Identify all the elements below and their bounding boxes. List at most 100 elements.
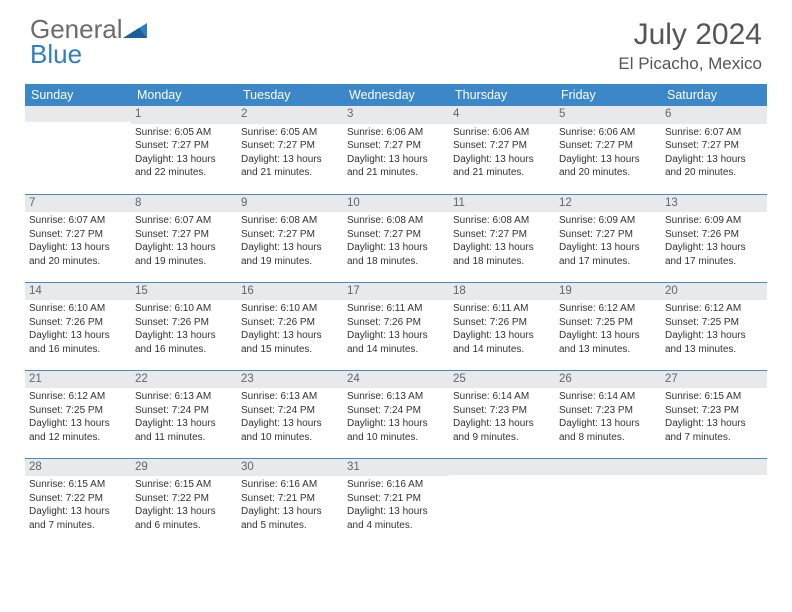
calendar-day-cell xyxy=(555,458,661,546)
day-info-line: and 12 minutes. xyxy=(29,431,127,445)
day-info-line: Daylight: 13 hours xyxy=(347,329,445,343)
day-number: 2 xyxy=(237,106,343,124)
day-info-line: Daylight: 13 hours xyxy=(29,505,127,519)
calendar-day-cell: 7Sunrise: 6:07 AMSunset: 7:27 PMDaylight… xyxy=(25,194,131,282)
day-info-line: Daylight: 13 hours xyxy=(241,329,339,343)
day-info-line: Sunrise: 6:16 AM xyxy=(241,478,339,492)
day-info-line: Daylight: 13 hours xyxy=(29,329,127,343)
day-number: 21 xyxy=(25,371,131,389)
calendar-day-cell xyxy=(25,106,131,194)
calendar-week-row: 14Sunrise: 6:10 AMSunset: 7:26 PMDayligh… xyxy=(25,282,767,370)
day-info-line: Sunset: 7:24 PM xyxy=(135,404,233,418)
calendar-day-cell: 24Sunrise: 6:13 AMSunset: 7:24 PMDayligh… xyxy=(343,370,449,458)
day-info-line: Daylight: 13 hours xyxy=(665,417,763,431)
calendar-week-row: 7Sunrise: 6:07 AMSunset: 7:27 PMDaylight… xyxy=(25,194,767,282)
day-info-line: and 21 minutes. xyxy=(241,166,339,180)
logo-word2: Blue xyxy=(30,39,82,69)
calendar-day-cell: 14Sunrise: 6:10 AMSunset: 7:26 PMDayligh… xyxy=(25,282,131,370)
calendar-day-cell: 13Sunrise: 6:09 AMSunset: 7:26 PMDayligh… xyxy=(661,194,767,282)
day-number: 12 xyxy=(555,195,661,213)
calendar-day-cell: 3Sunrise: 6:06 AMSunset: 7:27 PMDaylight… xyxy=(343,106,449,194)
day-info-line: Daylight: 13 hours xyxy=(665,153,763,167)
day-info-line: Daylight: 13 hours xyxy=(559,153,657,167)
calendar-body: 1Sunrise: 6:05 AMSunset: 7:27 PMDaylight… xyxy=(25,106,767,546)
day-info-line: and 13 minutes. xyxy=(559,343,657,357)
day-info-line: Sunset: 7:27 PM xyxy=(241,228,339,242)
day-info-line: Daylight: 13 hours xyxy=(135,505,233,519)
day-info-line: Sunset: 7:27 PM xyxy=(453,139,551,153)
day-info-line: and 16 minutes. xyxy=(29,343,127,357)
day-header: Tuesday xyxy=(237,84,343,106)
day-number xyxy=(661,459,767,475)
day-info-line: Sunset: 7:25 PM xyxy=(665,316,763,330)
day-info-line: and 7 minutes. xyxy=(665,431,763,445)
calendar-day-cell: 30Sunrise: 6:16 AMSunset: 7:21 PMDayligh… xyxy=(237,458,343,546)
calendar-day-cell xyxy=(449,458,555,546)
day-info-line: Daylight: 13 hours xyxy=(135,417,233,431)
calendar-day-cell: 2Sunrise: 6:05 AMSunset: 7:27 PMDaylight… xyxy=(237,106,343,194)
day-info-line: Daylight: 13 hours xyxy=(347,417,445,431)
calendar-day-cell: 6Sunrise: 6:07 AMSunset: 7:27 PMDaylight… xyxy=(661,106,767,194)
day-info-line: Sunset: 7:27 PM xyxy=(135,228,233,242)
day-info-line: and 19 minutes. xyxy=(241,255,339,269)
day-info-line: Daylight: 13 hours xyxy=(453,329,551,343)
page-subtitle: El Picacho, Mexico xyxy=(618,54,762,74)
calendar-week-row: 21Sunrise: 6:12 AMSunset: 7:25 PMDayligh… xyxy=(25,370,767,458)
day-info-line: Sunrise: 6:13 AM xyxy=(135,390,233,404)
calendar-day-cell: 19Sunrise: 6:12 AMSunset: 7:25 PMDayligh… xyxy=(555,282,661,370)
day-info-line: Daylight: 13 hours xyxy=(347,241,445,255)
day-info-line: Sunset: 7:27 PM xyxy=(29,228,127,242)
day-info-line: Sunset: 7:27 PM xyxy=(135,139,233,153)
calendar-day-cell: 18Sunrise: 6:11 AMSunset: 7:26 PMDayligh… xyxy=(449,282,555,370)
day-header: Saturday xyxy=(661,84,767,106)
day-info-line: Sunset: 7:27 PM xyxy=(559,139,657,153)
day-info-line: Sunset: 7:23 PM xyxy=(665,404,763,418)
day-info-line: and 10 minutes. xyxy=(241,431,339,445)
day-number: 30 xyxy=(237,459,343,477)
day-info-line: Sunrise: 6:14 AM xyxy=(559,390,657,404)
day-number: 22 xyxy=(131,371,237,389)
day-info-line: Sunrise: 6:12 AM xyxy=(29,390,127,404)
day-info-line: and 8 minutes. xyxy=(559,431,657,445)
logo-text-block: General Blue xyxy=(30,18,149,68)
day-number: 18 xyxy=(449,283,555,301)
day-number: 11 xyxy=(449,195,555,213)
day-info-line: Daylight: 13 hours xyxy=(665,241,763,255)
day-header-row: Sunday Monday Tuesday Wednesday Thursday… xyxy=(25,84,767,106)
brand-logo: General Blue xyxy=(30,18,149,68)
calendar-day-cell: 11Sunrise: 6:08 AMSunset: 7:27 PMDayligh… xyxy=(449,194,555,282)
calendar-day-cell: 1Sunrise: 6:05 AMSunset: 7:27 PMDaylight… xyxy=(131,106,237,194)
day-info-line: Daylight: 13 hours xyxy=(453,153,551,167)
day-number: 8 xyxy=(131,195,237,213)
day-info-line: Sunset: 7:25 PM xyxy=(559,316,657,330)
day-number: 20 xyxy=(661,283,767,301)
day-info-line: Sunrise: 6:08 AM xyxy=(347,214,445,228)
day-info-line: Daylight: 13 hours xyxy=(559,241,657,255)
day-info-line: Sunset: 7:27 PM xyxy=(665,139,763,153)
day-info-line: Sunrise: 6:14 AM xyxy=(453,390,551,404)
day-header: Sunday xyxy=(25,84,131,106)
day-number: 14 xyxy=(25,283,131,301)
day-info-line: Sunset: 7:27 PM xyxy=(453,228,551,242)
day-info-line: Sunrise: 6:12 AM xyxy=(665,302,763,316)
day-info-line: Sunset: 7:21 PM xyxy=(241,492,339,506)
day-info-line: Sunrise: 6:11 AM xyxy=(453,302,551,316)
day-info-line: and 11 minutes. xyxy=(135,431,233,445)
day-info-line: and 17 minutes. xyxy=(665,255,763,269)
day-info-line: and 14 minutes. xyxy=(347,343,445,357)
day-info-line: Sunrise: 6:05 AM xyxy=(241,126,339,140)
day-number: 13 xyxy=(661,195,767,213)
day-info-line: Sunrise: 6:10 AM xyxy=(241,302,339,316)
calendar-day-cell: 21Sunrise: 6:12 AMSunset: 7:25 PMDayligh… xyxy=(25,370,131,458)
day-number: 26 xyxy=(555,371,661,389)
day-info-line: Sunset: 7:26 PM xyxy=(241,316,339,330)
calendar-day-cell: 10Sunrise: 6:08 AMSunset: 7:27 PMDayligh… xyxy=(343,194,449,282)
day-info-line: and 20 minutes. xyxy=(665,166,763,180)
calendar-week-row: 28Sunrise: 6:15 AMSunset: 7:22 PMDayligh… xyxy=(25,458,767,546)
calendar-day-cell: 17Sunrise: 6:11 AMSunset: 7:26 PMDayligh… xyxy=(343,282,449,370)
day-info-line: Sunset: 7:23 PM xyxy=(453,404,551,418)
day-info-line: Daylight: 13 hours xyxy=(347,505,445,519)
calendar-day-cell: 31Sunrise: 6:16 AMSunset: 7:21 PMDayligh… xyxy=(343,458,449,546)
day-info-line: Sunrise: 6:05 AM xyxy=(135,126,233,140)
day-header: Monday xyxy=(131,84,237,106)
